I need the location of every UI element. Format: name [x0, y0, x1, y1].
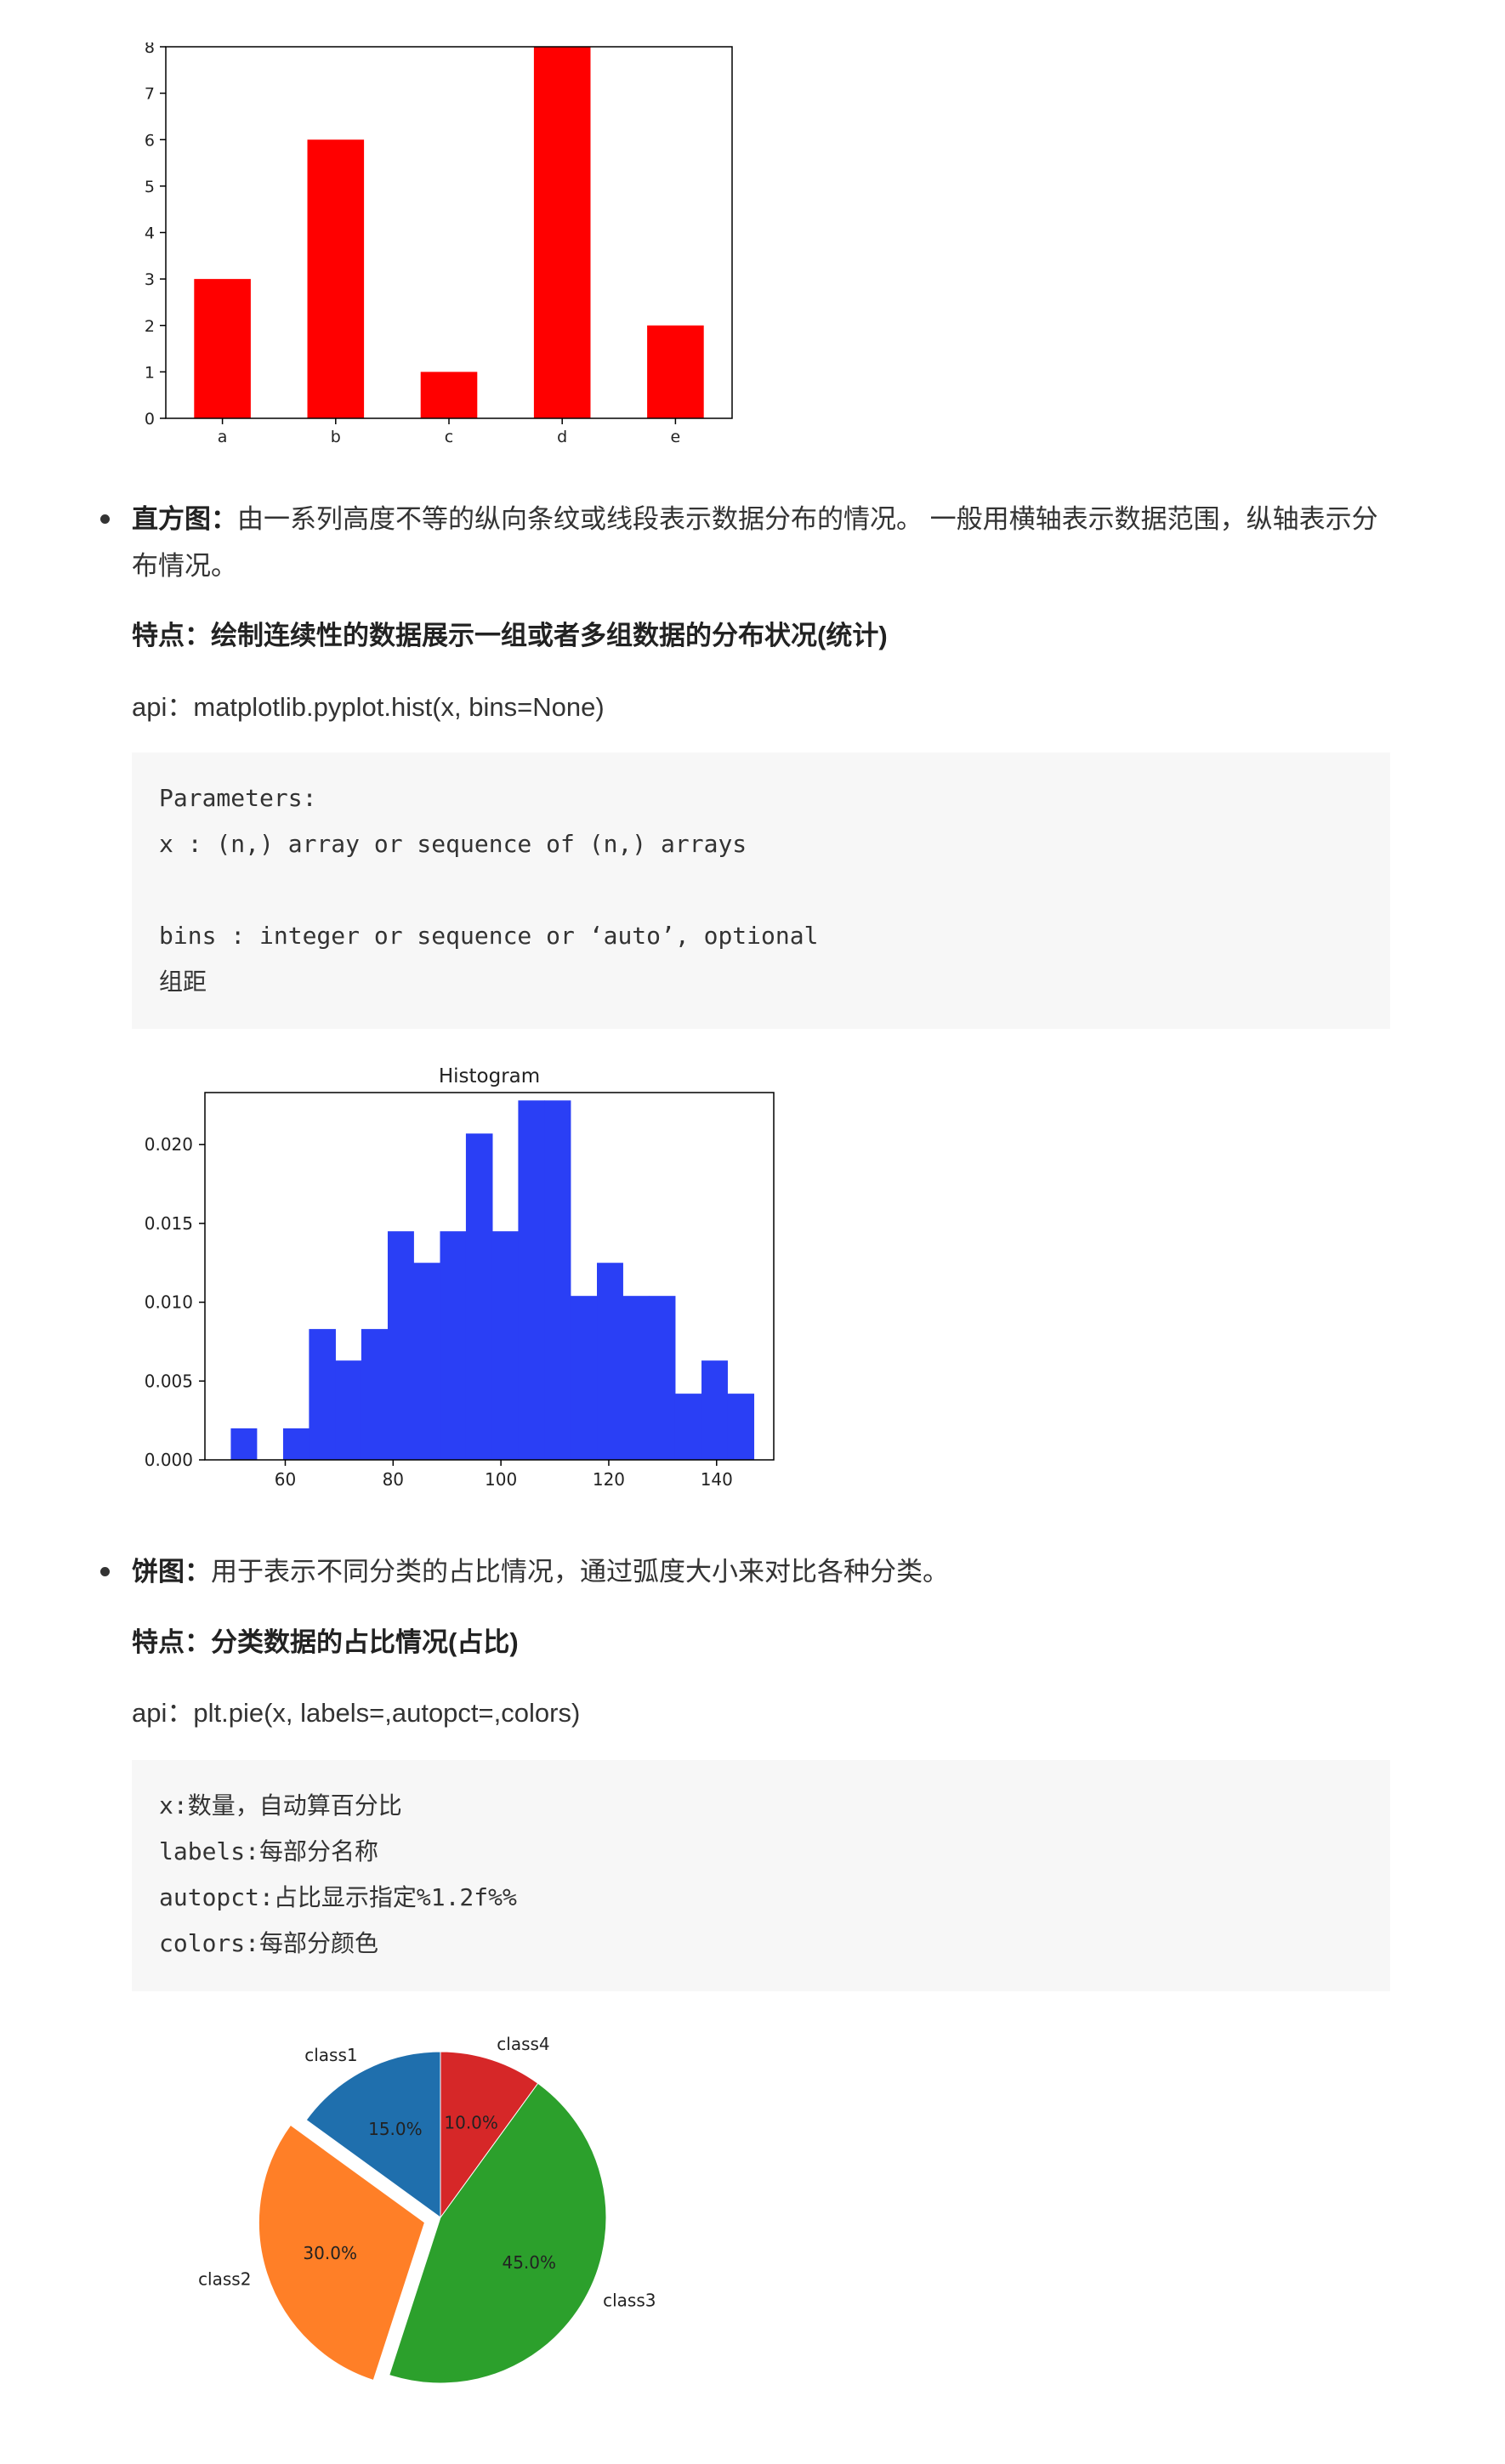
pie-pct-label: 15.0% [368, 2119, 423, 2139]
histogram-code-block: Parameters: x : (n,) array or sequence o… [132, 752, 1390, 1029]
code-line: bins : integer or sequence or ‘auto’, op… [159, 922, 819, 950]
x-tick-label: a [218, 428, 228, 446]
bar-e [647, 325, 704, 418]
bar-b [307, 139, 365, 418]
pie-feature: 特点：分类数据的占比情况(占比) [132, 1627, 519, 1657]
x-tick-label: 80 [383, 1469, 404, 1490]
bar-chart: a b c d e 0 1 2 3 4 5 6 7 8 [128, 38, 740, 459]
histogram-chart: Histogram 60 80 100 120 140 0.000 0.005 0.010 0.0… [128, 1059, 782, 1522]
y-tick-label: 2 [145, 317, 155, 336]
y-tick-label: 0.015 [145, 1213, 193, 1234]
pie-label: class4 [497, 2034, 549, 2054]
histogram-feature: 特点：绘制连续性的数据展示一组或者多组数据的分布状况(统计) [132, 621, 888, 650]
histogram-bullet-desc: 由一系列高度不等的纵向条纹或线段表示数据分布的情况。 一般用横轴表示数据范围，纵… [132, 504, 1378, 581]
hist-bar [361, 1329, 389, 1460]
hist-bar [727, 1394, 755, 1460]
hist-bar [465, 1133, 493, 1460]
pie-pct-label: 45.0% [502, 2252, 556, 2273]
code-line: colors:每部分颜色 [159, 1929, 379, 1957]
hist-bar [335, 1360, 362, 1460]
bullet-dot [100, 514, 110, 524]
pie-label: class2 [198, 2268, 251, 2289]
y-tick-label: 7 [145, 85, 155, 104]
histogram-bullet-title: 直方图： [132, 504, 237, 534]
x-tick-label: b [331, 428, 341, 446]
hist-bar [387, 1231, 414, 1460]
plot-frame [165, 46, 733, 419]
code-line: labels:每部分名称 [159, 1837, 379, 1865]
histogram-description: 直方图：由一系列高度不等的纵向条纹或线段表示数据分布的情况。 一般用横轴表示数据… [132, 496, 1390, 589]
hist-bar [282, 1428, 310, 1460]
pie-slice-class4 [440, 2051, 539, 2219]
y-tick-label: 4 [145, 224, 155, 243]
x-tick-label: d [557, 428, 567, 446]
pie-bullet-desc: 用于表示不同分类的占比情况，通过弧度大小来对比各种分类。 [211, 1557, 949, 1587]
pie-chart: 15.0% class1 30.0% class2 45.0% class3 10.0% cl… [170, 2015, 697, 2406]
y-tick-label: 0 [145, 410, 155, 429]
y-tick-label: 6 [145, 131, 155, 150]
x-tick-label: e [671, 428, 681, 446]
y-tick-label: 3 [145, 270, 155, 289]
pie-api: api：plt.pie(x, labels=,autopct=,colors) [132, 1698, 581, 1728]
code-line: Parameters: [159, 784, 317, 812]
pie-slice-class2 [258, 2124, 426, 2382]
y-tick-label: 1 [145, 363, 155, 382]
hist-bar [491, 1231, 519, 1460]
bar-chart-svg: a b c d e 0 1 2 3 4 5 6 7 8 [145, 38, 733, 446]
hist-bar [518, 1100, 545, 1460]
bar-c [420, 372, 478, 418]
x-tick-label: 100 [485, 1469, 517, 1490]
y-tick-label: 8 [145, 43, 155, 57]
x-tick-label: c [445, 428, 453, 446]
y-tick-label: 5 [145, 178, 155, 196]
hist-bar [544, 1100, 571, 1460]
hist-bar [622, 1296, 650, 1460]
hist-bar [701, 1360, 728, 1460]
histogram-api: api：matplotlib.pyplot.hist(x, bins=None) [132, 692, 605, 722]
pie-slice-class1 [305, 2051, 441, 2218]
bullet-dot [100, 1567, 110, 1576]
pie-chart-svg: 15.0% class1 30.0% class2 45.0% class3 10.0% cl… [198, 2034, 656, 2384]
plot-frame [204, 1092, 775, 1461]
code-line: autopct:占比显示指定%1.2f%% [159, 1883, 517, 1911]
y-tick-label: 0.010 [145, 1292, 193, 1313]
hist-bar [649, 1296, 676, 1460]
pie-slice-class3 [389, 2082, 607, 2384]
y-tick-label: 0.020 [145, 1134, 193, 1155]
code-line: x:数量，自动算百分比 [159, 1791, 402, 1820]
y-tick-label: 0.000 [145, 1450, 193, 1470]
pie-pct-label: 30.0% [303, 2243, 357, 2263]
x-tick-label: 140 [701, 1469, 733, 1490]
hist-bar [230, 1428, 258, 1460]
x-tick-label: 60 [275, 1469, 296, 1490]
chart-title: Histogram [439, 1065, 540, 1087]
hist-bar [309, 1329, 336, 1460]
histogram-chart-svg: Histogram 60 80 100 120 140 0.000 0.005 0.010 0.0… [145, 1065, 775, 1490]
hist-bar [674, 1394, 702, 1460]
hist-bar [570, 1296, 598, 1460]
bar-d [533, 47, 591, 418]
pie-label: class1 [304, 2045, 357, 2065]
x-tick-label: 120 [593, 1469, 625, 1490]
hist-bar [597, 1263, 623, 1460]
bar-a [194, 279, 251, 418]
pie-bullet-title: 饼图： [132, 1557, 211, 1587]
y-tick-label: 0.005 [145, 1371, 193, 1391]
hist-bar [440, 1231, 467, 1460]
pie-pct-label: 10.0% [444, 2113, 498, 2133]
pie-label: class3 [603, 2290, 656, 2310]
hist-bar [413, 1263, 440, 1460]
code-line: x : (n,) array or sequence of (n,) array… [159, 830, 747, 858]
pie-code-block: x:数量，自动算百分比 labels:每部分名称 autopct:占比显示指定%… [132, 1760, 1390, 1991]
pie-description: 饼图：用于表示不同分类的占比情况，通过弧度大小来对比各种分类。 [132, 1548, 1390, 1595]
code-line: 组距 [159, 968, 207, 996]
